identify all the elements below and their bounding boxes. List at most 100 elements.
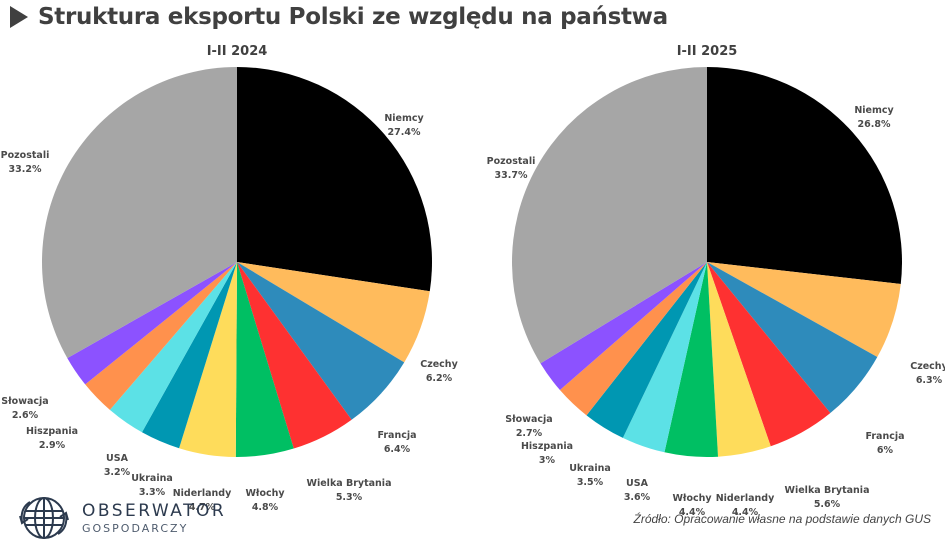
- pie-chart-2024: I-II 2024 Niemcy 27.4% Czechy 6.2% Francja 6.…: [0, 40, 470, 513]
- slice-label-name: Hiszpania: [25, 426, 79, 437]
- slice-label-name: USA: [626, 478, 648, 489]
- slice-label-value: 4.7%: [188, 502, 216, 513]
- slice-label: Włochy 4.4%: [672, 492, 711, 520]
- pie-slice-niemcy: [707, 67, 902, 285]
- slice-label-value: 33.2%: [8, 164, 42, 175]
- slice-label-value: 6.4%: [383, 444, 411, 455]
- slice-label: Pozostali 33.2%: [1, 149, 50, 177]
- slice-label-value: 3%: [538, 455, 556, 466]
- slice-label-name: Hiszpania: [520, 441, 574, 452]
- slice-label-name: Niderlandy: [715, 493, 775, 504]
- slice-label: Niemcy 26.8%: [854, 104, 893, 132]
- slice-label-value: 5.6%: [813, 499, 841, 510]
- slice-label-value: 33.7%: [494, 170, 528, 181]
- pie-slice-francja: [237, 262, 405, 420]
- chart-title: I-II 2025: [676, 44, 738, 59]
- slice-label-value: 2.9%: [38, 440, 66, 451]
- slice-label-name: Niemcy: [854, 105, 894, 116]
- slice-label: Słowacja 2.6%: [1, 395, 48, 423]
- pie-slice-słowacja: [67, 262, 237, 385]
- pie-slice-hiszpania: [85, 262, 237, 410]
- slice-label-name: Włochy: [245, 488, 285, 499]
- pie-slice-hiszpania: [559, 262, 707, 416]
- pie-slice-usa: [109, 262, 237, 433]
- slice-label-name: Pozostali: [486, 156, 536, 167]
- slice-label-value: 3.3%: [138, 487, 166, 498]
- chart-title: I-II 2024: [206, 44, 268, 59]
- slice-label-name: Słowacja: [1, 396, 49, 407]
- pie-chart-2025: I-II 2025 Niemcy 26.8% Czechy 6.3% Francja 6%…: [470, 40, 945, 518]
- pie-slice-wielka-brytania: [707, 262, 831, 447]
- slice-label: Włochy 4.8%: [245, 487, 284, 515]
- slice-label-name: Niderlandy: [172, 488, 232, 499]
- slice-label: Ukraina 3.3%: [131, 472, 173, 500]
- slice-label-value: 26.8%: [857, 119, 891, 130]
- slice-label-name: Włochy: [672, 493, 712, 504]
- pie-slice-czechy: [237, 262, 430, 363]
- pie-slice-pozostali: [512, 67, 707, 364]
- slice-label-name: Czechy: [420, 359, 458, 370]
- slice-label-value: 3.2%: [103, 467, 131, 478]
- slice-label: Słowacja 2.7%: [505, 413, 552, 441]
- pie-slice-włochy: [664, 262, 719, 458]
- slice-label-value: 2.7%: [515, 428, 543, 439]
- slice-label-value: 4.4%: [678, 507, 706, 518]
- slice-label-name: Ukraina: [569, 463, 611, 474]
- logo-name: OBSERWATOR: [82, 501, 227, 521]
- slice-label-name: Wielka Brytania: [306, 478, 392, 489]
- slice-label: Niderlandy 4.4%: [716, 492, 775, 520]
- slice-label: Hiszpania 3%: [521, 440, 573, 468]
- slice-label: USA 3.2%: [104, 452, 130, 480]
- slice-label-value: 3.5%: [576, 477, 604, 488]
- slice-label-name: Wielka Brytania: [784, 485, 870, 496]
- slice-label-name: USA: [106, 453, 128, 464]
- pie-slice-niderlandy: [707, 262, 771, 457]
- slice-label-value: 5.3%: [335, 492, 363, 503]
- globe-recycle-icon: [19, 497, 69, 539]
- slice-label: Francja 6.4%: [377, 429, 416, 457]
- pie-slice-pozostali: [41, 67, 237, 359]
- pie-slice-czechy: [707, 262, 901, 358]
- pie-svg: [512, 67, 902, 458]
- pie-slice-wielka-brytania: [237, 262, 352, 449]
- pie-slice-niemcy: [237, 67, 433, 292]
- header: Struktura eksportu Polski ze względu na …: [10, 4, 668, 30]
- slice-label: Niderlandy 4.7%: [173, 487, 232, 515]
- logo-subtitle: GOSPODARCZY: [82, 522, 189, 535]
- pie-slice-włochy: [235, 262, 294, 458]
- slice-label-name: Ukraina: [131, 473, 173, 484]
- slice-label-name: Czechy: [910, 361, 945, 372]
- slice-label: Francja 6%: [865, 430, 904, 458]
- slice-label-value: 6%: [876, 445, 894, 456]
- pie-slice-ukraina: [141, 262, 237, 449]
- slice-label: Czechy 6.3%: [910, 360, 945, 388]
- slice-label: Niemcy 27.4%: [384, 112, 423, 140]
- pie-slice-niderlandy: [179, 262, 237, 457]
- slice-label-name: Niemcy: [384, 113, 424, 124]
- source-note: Źródło: Opracowanie własne na podstawie …: [633, 512, 932, 526]
- slice-label-value: 4.4%: [731, 507, 759, 518]
- pie-slice-ukraina: [586, 262, 707, 438]
- slice-label: Wielka Brytania 5.3%: [307, 477, 392, 505]
- pie-svg: [41, 67, 433, 458]
- slice-label-value: 6.2%: [425, 373, 453, 384]
- slice-label-name: Francja: [865, 431, 905, 442]
- slice-label: USA 3.6%: [624, 477, 650, 505]
- slice-label: Pozostali 33.7%: [487, 155, 536, 183]
- slice-label-value: 4.8%: [251, 502, 279, 513]
- logo: OBSERWATOR GOSPODARCZY: [18, 492, 226, 544]
- slice-label: Wielka Brytania 5.6%: [785, 484, 870, 512]
- slice-label-name: Słowacja: [505, 414, 553, 425]
- pie-slice-słowacja: [540, 262, 707, 391]
- pie-slice-francja: [707, 262, 878, 414]
- play-triangle-icon: [10, 6, 28, 28]
- page-title: Struktura eksportu Polski ze względu na …: [38, 4, 668, 30]
- slice-label-name: Pozostali: [0, 150, 50, 161]
- pie-slice-usa: [622, 262, 707, 453]
- slice-label-value: 27.4%: [387, 127, 421, 138]
- slice-label-value: 2.6%: [11, 410, 39, 421]
- slice-label: Ukraina 3.5%: [569, 462, 611, 490]
- slice-label-value: 6.3%: [915, 375, 943, 386]
- slice-label: Czechy 6.2%: [420, 358, 458, 386]
- slice-label: Hiszpania 2.9%: [26, 425, 78, 453]
